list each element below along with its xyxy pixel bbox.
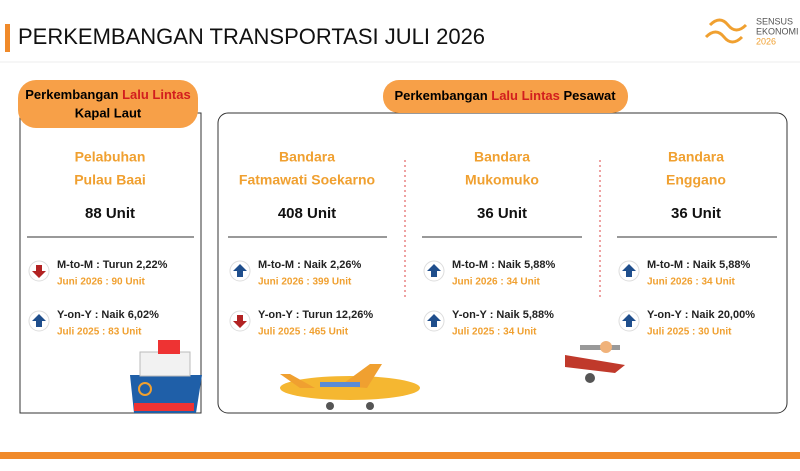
air-label: Perkembangan Lalu Lintas Pesawat: [394, 88, 616, 103]
indicator-detail: Juli 2025 : 30 Unit: [647, 327, 732, 338]
trend-arrow: [233, 264, 247, 277]
plane-illustration: [280, 364, 420, 410]
indicator: M-to-M : Turun 2,22%: [57, 259, 168, 271]
trend-arrow: [427, 264, 441, 277]
ship-illustration: [130, 340, 202, 413]
station-value: 408 Unit: [278, 205, 336, 222]
indicator-detail: Juni 2026 : 34 Unit: [452, 277, 540, 288]
station-value: 36 Unit: [477, 205, 527, 222]
sea-label: Kapal Laut: [75, 105, 142, 120]
trend-arrow: [622, 314, 636, 327]
label-text: Perkembangan: [394, 88, 491, 103]
indicator-detail: Juli 2025 : 83 Unit: [57, 327, 142, 338]
small-plane-illustration: [565, 341, 625, 383]
air-label-pill: [383, 80, 628, 113]
station-name: Fatmawati Soekarno: [239, 172, 375, 188]
indicator: M-to-M : Naik 2,26%: [258, 259, 362, 271]
indicator: Y-on-Y : Naik 6,02%: [57, 309, 159, 321]
indicator-detail: Juli 2025 : 34 Unit: [452, 327, 537, 338]
indicator-detail: Juni 2026 : 399 Unit: [258, 277, 352, 288]
indicator-detail: Juni 2026 : 90 Unit: [57, 277, 145, 288]
trend-arrow: [32, 314, 46, 327]
sea-label: Perkembangan Lalu Lintas: [25, 87, 190, 102]
label-highlight: Lalu Lintas: [122, 87, 191, 102]
logo: SENSUS EKONOMI 2026: [704, 16, 799, 46]
logo-text: 2026: [756, 36, 776, 46]
indicator-detail: Juni 2026 : 34 Unit: [647, 277, 735, 288]
station-name: Bandara: [474, 149, 530, 165]
indicator: M-to-M : Naik 5,88%: [452, 259, 556, 271]
label-highlight: Lalu Lintas: [491, 88, 560, 103]
indicator: Y-on-Y : Naik 20,00%: [647, 309, 755, 321]
station-name: Bandara: [668, 149, 724, 165]
label-text: Perkembangan: [25, 87, 122, 102]
station-name: Pulau Baai: [74, 172, 146, 188]
indicator-detail: Juli 2025 : 465 Unit: [258, 327, 349, 338]
logo-mark: [704, 18, 748, 44]
indicator: Y-on-Y : Turun 12,26%: [258, 309, 373, 321]
station-value: 88 Unit: [85, 205, 135, 222]
logo-text: EKONOMI: [756, 26, 799, 36]
sea-label-pill: [18, 80, 198, 128]
trend-arrow: [427, 314, 441, 327]
page-title: PERKEMBANGAN TRANSPORTASI JULI 2026: [18, 24, 485, 49]
trend-arrow: [622, 264, 636, 277]
trend-arrow: [32, 265, 46, 278]
station-name: Pelabuhan: [75, 149, 146, 165]
station-name: Enggano: [666, 172, 726, 188]
indicator: M-to-M : Naik 5,88%: [647, 259, 751, 271]
footer-bar: [0, 452, 800, 459]
trend-arrow: [233, 315, 247, 328]
label-text: Pesawat: [560, 88, 616, 103]
station-name: Bandara: [279, 149, 335, 165]
logo-text: SENSUS: [756, 16, 793, 26]
indicator: Y-on-Y : Naik 5,88%: [452, 309, 554, 321]
station-value: 36 Unit: [671, 205, 721, 222]
station-name: Mukomuko: [465, 172, 539, 188]
title-accent: [5, 24, 10, 52]
